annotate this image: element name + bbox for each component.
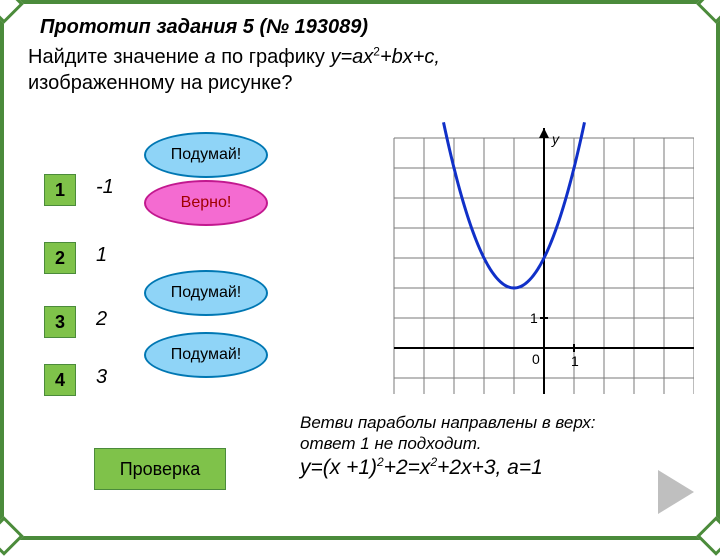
- feedback-bubble-correct: Верно!: [144, 180, 268, 226]
- q-seg: у=ах: [330, 46, 373, 68]
- feedback-bubble-think: Подумай!: [144, 332, 268, 378]
- bubble-text: Подумай!: [171, 146, 241, 164]
- option-button-3[interactable]: 3: [44, 306, 76, 338]
- option-value-1: -1: [96, 176, 114, 199]
- task-title: Прототип задания 5 (№ 193089): [40, 16, 368, 39]
- bubble-text: Подумай!: [171, 284, 241, 302]
- formula-seg: 2: [377, 455, 384, 469]
- slide-frame: Прототип задания 5 (№ 193089) Найдите зн…: [0, 0, 720, 540]
- feedback-bubble-think: Подумай!: [144, 132, 268, 178]
- next-arrow-icon[interactable]: [658, 470, 694, 514]
- question-text: Найдите значение а по графику у=ах2+bx+c…: [28, 44, 440, 96]
- option-number: 4: [55, 370, 65, 391]
- feedback-bubble-think: Подумай!: [144, 270, 268, 316]
- q-seg: 2: [373, 44, 380, 58]
- formula-seg: y=(x +1): [300, 456, 377, 479]
- option-number: 3: [55, 312, 65, 333]
- option-button-2[interactable]: 2: [44, 242, 76, 274]
- svg-text:0: 0: [532, 351, 540, 367]
- formula-seg: +2=x: [384, 456, 431, 479]
- q-seg: +bx+c,: [380, 46, 440, 68]
- q-seg: изображенному на рисунке?: [28, 72, 292, 94]
- option-button-1[interactable]: 1: [44, 174, 76, 206]
- option-number: 1: [55, 180, 65, 201]
- bubble-text: Подумай!: [171, 346, 241, 364]
- corner-decor: [696, 516, 720, 556]
- svg-text:у: у: [551, 131, 560, 147]
- option-value-3: 2: [96, 308, 107, 331]
- corner-decor: [696, 0, 720, 24]
- option-number: 2: [55, 248, 65, 269]
- parabola-chart: 110ху: [374, 114, 694, 394]
- q-seg: по графику: [216, 46, 331, 68]
- svg-text:1: 1: [571, 353, 579, 369]
- bubble-text: Верно!: [181, 194, 232, 212]
- explanation-text: Ветви параболы направлены в верх: ответ …: [300, 412, 595, 481]
- svg-text:1: 1: [530, 310, 538, 326]
- formula-seg: +2x+3, а=1: [437, 456, 543, 479]
- option-button-4[interactable]: 4: [44, 364, 76, 396]
- q-seg: Найдите значение: [28, 46, 205, 68]
- check-button[interactable]: Проверка: [94, 448, 226, 490]
- explain-line: ответ 1 не подходит.: [300, 434, 482, 453]
- option-value-2: 1: [96, 244, 107, 267]
- option-value-4: 3: [96, 366, 107, 389]
- check-label: Проверка: [120, 459, 201, 480]
- corner-decor: [0, 516, 24, 556]
- explain-line: Ветви параболы направлены в верх:: [300, 413, 595, 432]
- corner-decor: [0, 0, 24, 24]
- q-seg: а: [205, 46, 216, 68]
